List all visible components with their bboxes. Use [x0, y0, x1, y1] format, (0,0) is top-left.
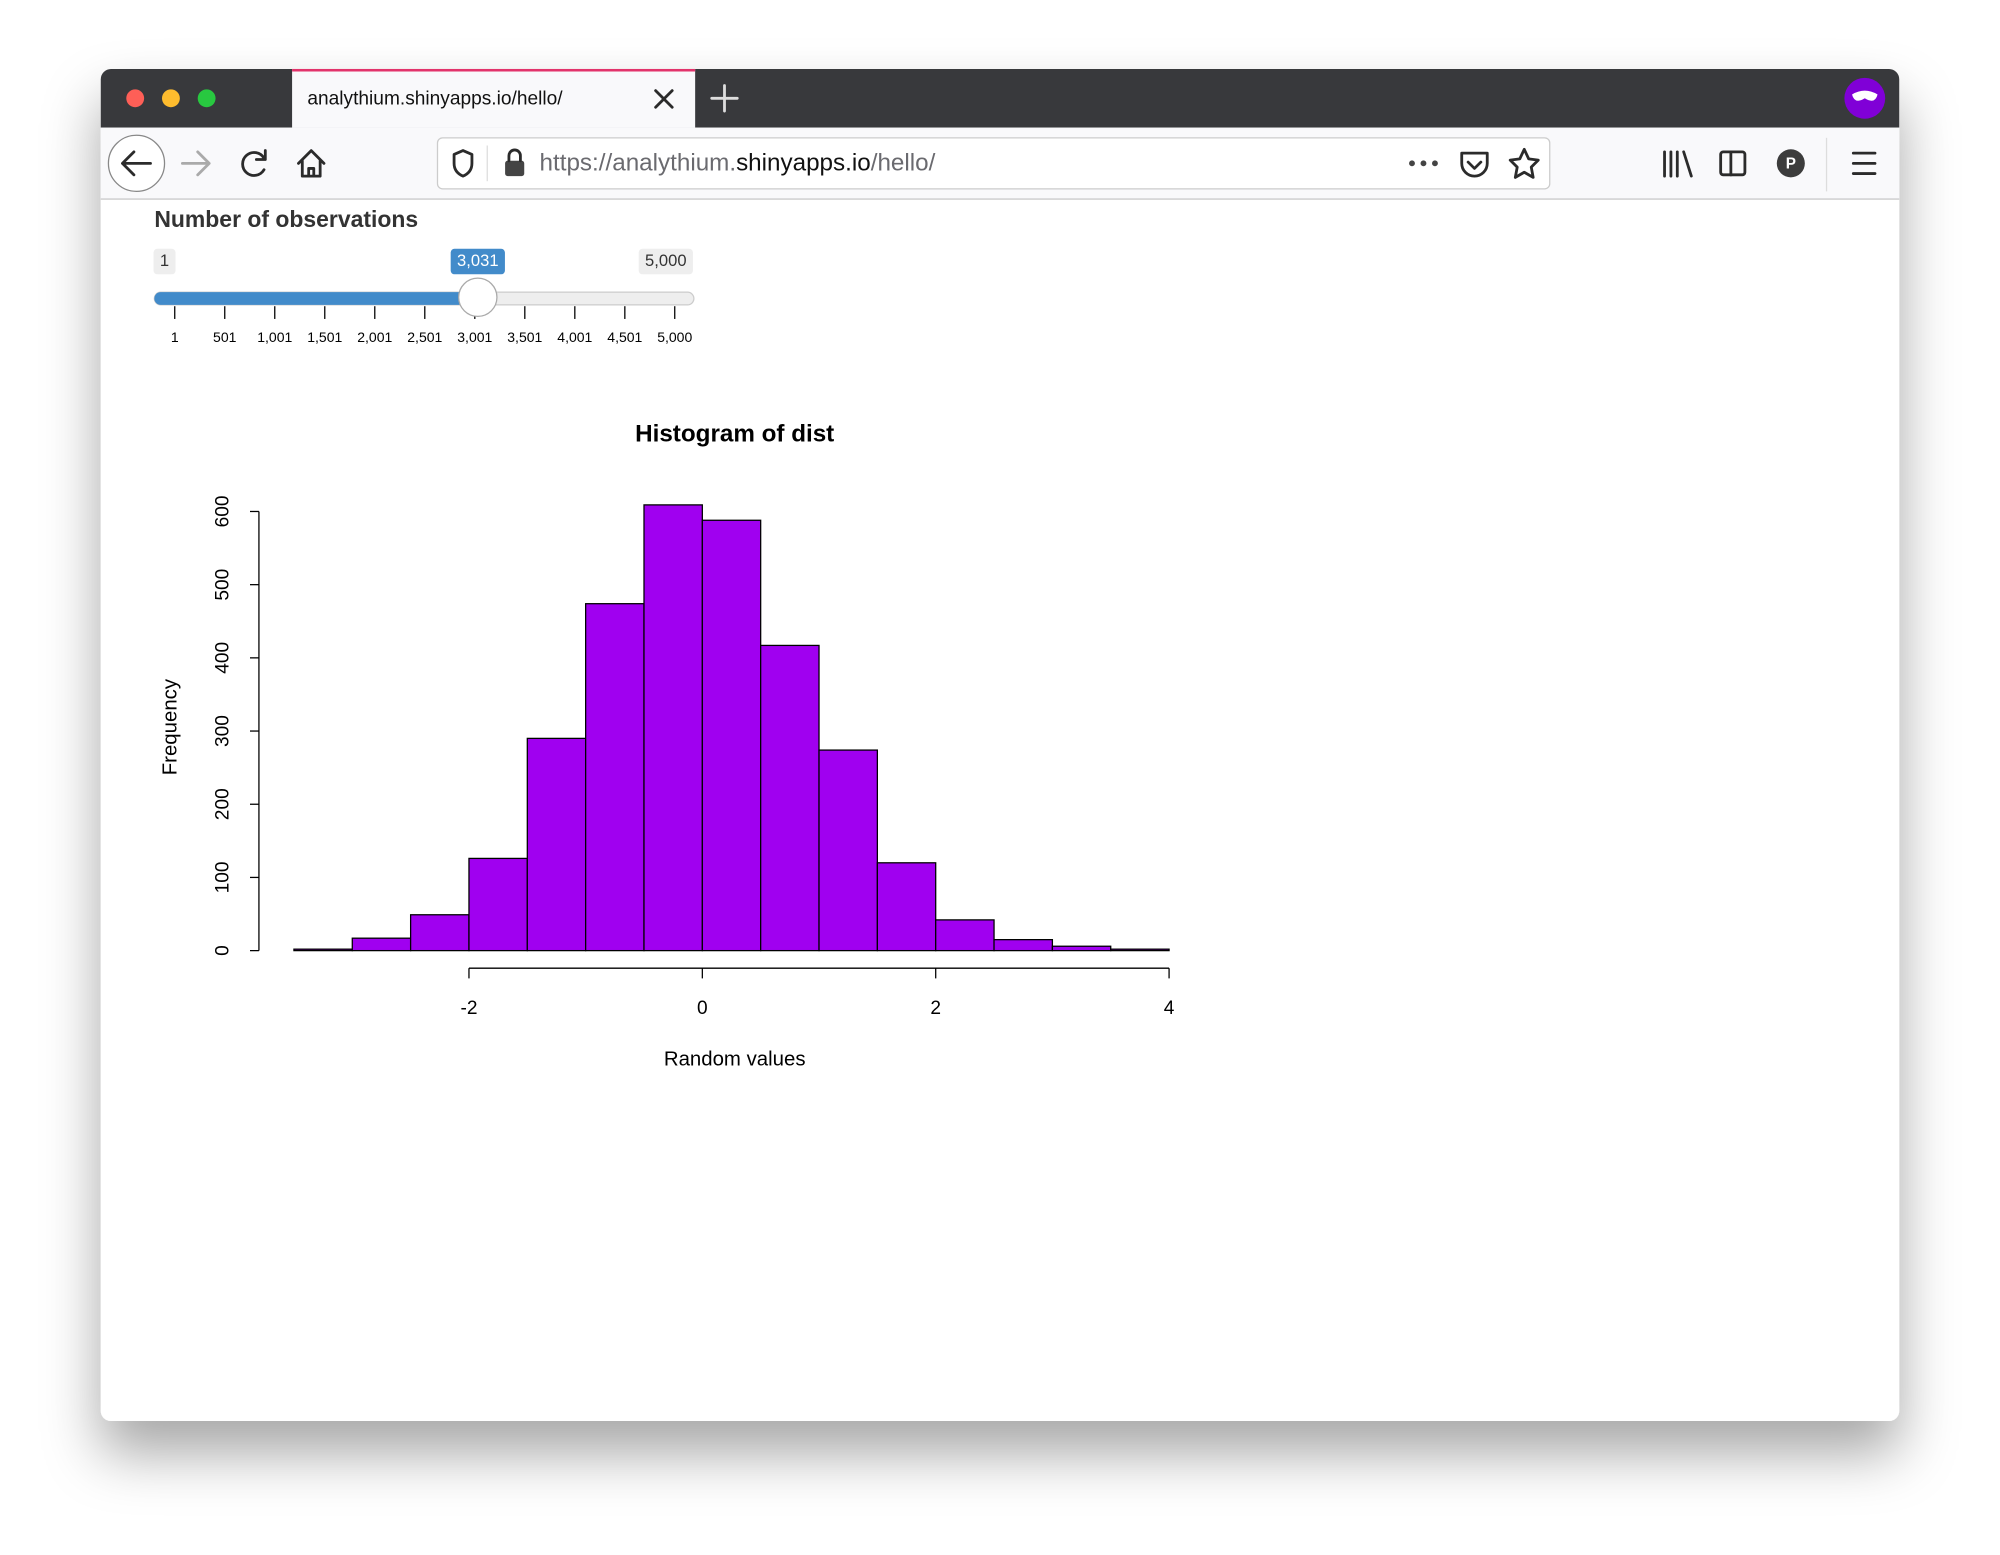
account-icon[interactable]	[1776, 149, 1805, 178]
y-tick-label: 500	[212, 569, 233, 601]
home-button[interactable]	[297, 149, 326, 178]
slider-tick-label: 2,001	[357, 329, 392, 345]
bar	[760, 644, 820, 952]
histogram: Histogram of dist Random values Frequency 0…	[159, 420, 1174, 1070]
tab-title: analythium.shinyapps.io/hello/	[307, 89, 563, 110]
tab-close[interactable]	[654, 89, 674, 109]
window	[100, 68, 1900, 1421]
slider-tick-label: 501	[213, 329, 237, 345]
lock-icon	[505, 160, 525, 177]
bar	[351, 937, 412, 952]
slider-tick-label: 1	[171, 329, 179, 345]
slider-value: 3,031	[457, 251, 499, 270]
bar	[993, 939, 1054, 952]
lock-shackle	[507, 148, 522, 163]
y-tick-label: 0	[212, 945, 233, 956]
x-tick-label: 2	[930, 998, 941, 1019]
library-icon[interactable]	[1663, 150, 1693, 178]
pocket-icon[interactable]	[1460, 151, 1489, 178]
slider-tick-label: 1,001	[257, 329, 292, 345]
slider-tick-label: 5,000	[657, 329, 692, 345]
bar	[935, 919, 995, 952]
slider-fill	[154, 292, 478, 305]
url-path: /hello/	[871, 150, 936, 177]
x-tick-label: 4	[1164, 998, 1175, 1019]
reload-button[interactable]	[241, 149, 267, 177]
url-domain: shinyapps.io	[736, 150, 871, 177]
minimize-button[interactable]	[161, 89, 180, 108]
x-tick-label: 0	[697, 998, 708, 1019]
slider-max: 5,000	[645, 251, 687, 270]
bar	[1051, 945, 1112, 952]
bar	[409, 914, 470, 952]
forward-button[interactable]	[180, 150, 211, 177]
slider-tick-label: 4,001	[557, 329, 592, 345]
y-tick-label: 300	[212, 715, 233, 747]
url: https://analythium.shinyapps.io/hello/	[540, 150, 936, 177]
chart-title: Histogram of dist	[635, 420, 834, 447]
y-tick-label: 600	[212, 496, 233, 528]
bar	[468, 857, 528, 952]
zoom-button[interactable]	[197, 89, 216, 108]
slider-tick-label: 3,001	[457, 329, 492, 345]
bar	[876, 862, 937, 952]
bar	[701, 519, 762, 952]
tab[interactable]	[292, 68, 696, 128]
y-axis-label: Frequency	[159, 678, 181, 775]
shield-icon	[452, 149, 474, 178]
x-axis-label: Random values	[664, 1048, 806, 1070]
y-tick-label: 400	[212, 642, 233, 674]
back-arrow	[121, 150, 152, 177]
more-icon[interactable]	[1409, 160, 1438, 167]
slider-max-bg	[638, 248, 693, 275]
avatar-letter: P	[1786, 156, 1796, 173]
slider-tick-label: 4,501	[607, 329, 642, 345]
slider-tick-label: 2,501	[407, 329, 442, 345]
slider-tick-label: 1,501	[307, 329, 342, 345]
sidebar-icon[interactable]	[1719, 150, 1747, 177]
menu-button[interactable]	[1851, 151, 1877, 175]
tab-indicator	[292, 68, 696, 72]
bar	[526, 737, 587, 952]
new-tab[interactable]	[710, 84, 739, 113]
url-prefix: https://analythium.	[540, 150, 737, 177]
y-tick-label: 100	[212, 861, 233, 893]
x-tick-label: -2	[460, 998, 477, 1019]
bar	[818, 749, 878, 952]
slider-min-bg	[153, 248, 176, 275]
slider-value-bg	[450, 248, 505, 275]
mask	[1852, 90, 1878, 101]
slider-label: Number of observations	[154, 206, 418, 232]
close-button[interactable]	[126, 89, 145, 108]
slider-tick-label: 3,501	[507, 329, 542, 345]
bar	[1110, 948, 1170, 952]
slider[interactable]: 1 501 1,001 1,501 2,001 2,501 3,001 3,501 4,001 4…	[153, 248, 695, 345]
slider-min: 1	[160, 251, 169, 270]
slider-handle	[458, 277, 498, 318]
y-tick-label: 200	[212, 788, 233, 820]
url-bar[interactable]	[436, 137, 1551, 190]
bookmark-star[interactable]	[1508, 147, 1540, 179]
bar	[643, 504, 703, 952]
bar	[585, 603, 645, 952]
bar	[293, 948, 353, 952]
